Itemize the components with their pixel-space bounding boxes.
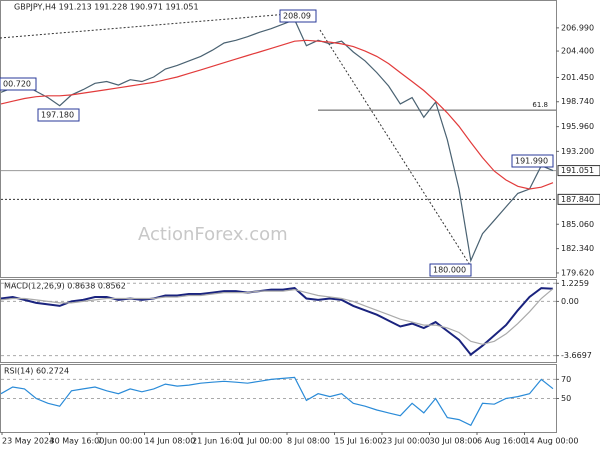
trend-line [319, 29, 471, 266]
y-tick-label: 182.340 [561, 244, 594, 253]
x-tick-label: 14 Jun 08:00 [145, 437, 196, 446]
watermark: ActionForex.com [138, 224, 288, 245]
series-line [0, 288, 554, 345]
annotation: 191.990 [515, 157, 548, 166]
x-tick-label: 30 Jul 08:00 [430, 437, 478, 446]
y-tick-label: 1.2259 [561, 279, 589, 288]
macd-title: MACD(12,26,9) 0.8638 0.8562 [4, 282, 126, 291]
main-frame [0, 0, 557, 278]
price-tag [557, 193, 600, 205]
annotation-box [279, 9, 317, 23]
annotation: 208.09 [283, 12, 311, 21]
y-tick-label: 0.00 [561, 297, 579, 306]
y-tick-label: 70 [561, 375, 571, 384]
y-tick-label: 204.400 [561, 47, 594, 56]
y-tick-label: 179.620 [561, 268, 594, 277]
annotation: 197.180 [41, 111, 74, 120]
price-tag [557, 165, 600, 177]
x-tick-label: 21 Jun 16:00 [192, 437, 243, 446]
y-tick-label: 50 [561, 394, 571, 403]
y-tick-label: -3.6697 [561, 351, 592, 360]
x-tick-label: 6 Aug 16:00 [477, 437, 526, 446]
chart-title: GBPJPY,H4 191.213 191.228 190.971 191.05… [14, 3, 199, 12]
x-tick-label: 8 Jul 08:00 [287, 437, 330, 446]
annotation-box [37, 108, 80, 122]
series-line [0, 376, 554, 427]
x-tick-label: 1 Jul 00:00 [240, 437, 283, 446]
series-line [0, 39, 554, 190]
y-tick-label: 201.450 [561, 73, 594, 82]
y-tick-label: 206.990 [561, 23, 594, 32]
y-tick-label: 195.960 [561, 122, 594, 131]
x-tick-label: 14 Aug 00:00 [525, 437, 579, 446]
annotation-box [511, 154, 554, 168]
annotation: 180.000 [433, 266, 466, 275]
series-line [0, 287, 554, 356]
x-tick-label: 15 Jul 16:00 [335, 437, 383, 446]
annotation-box [0, 77, 37, 91]
x-tick-label: 23 Jul 00:00 [382, 437, 430, 446]
annotation-box [429, 263, 472, 277]
x-tick-label: 7 Jun 00:00 [97, 437, 143, 446]
rsi-title: RSI(14) 60.2724 [4, 367, 69, 376]
fib-label: 61.8 [532, 101, 548, 109]
y-tick-label: 193.200 [561, 147, 594, 156]
x-tick-label: 23 May 2024 [2, 437, 54, 446]
annotation: 00.720 [3, 80, 31, 89]
macd-frame [0, 279, 557, 363]
y-tick-label: 185.060 [561, 220, 594, 229]
price-tag-label: 187.840 [561, 195, 594, 204]
x-tick-label: 30 May 16:00 [50, 437, 105, 446]
series-line [0, 18, 554, 263]
price-tag-label: 191.051 [561, 166, 594, 175]
y-tick-label: 198.740 [561, 97, 594, 106]
